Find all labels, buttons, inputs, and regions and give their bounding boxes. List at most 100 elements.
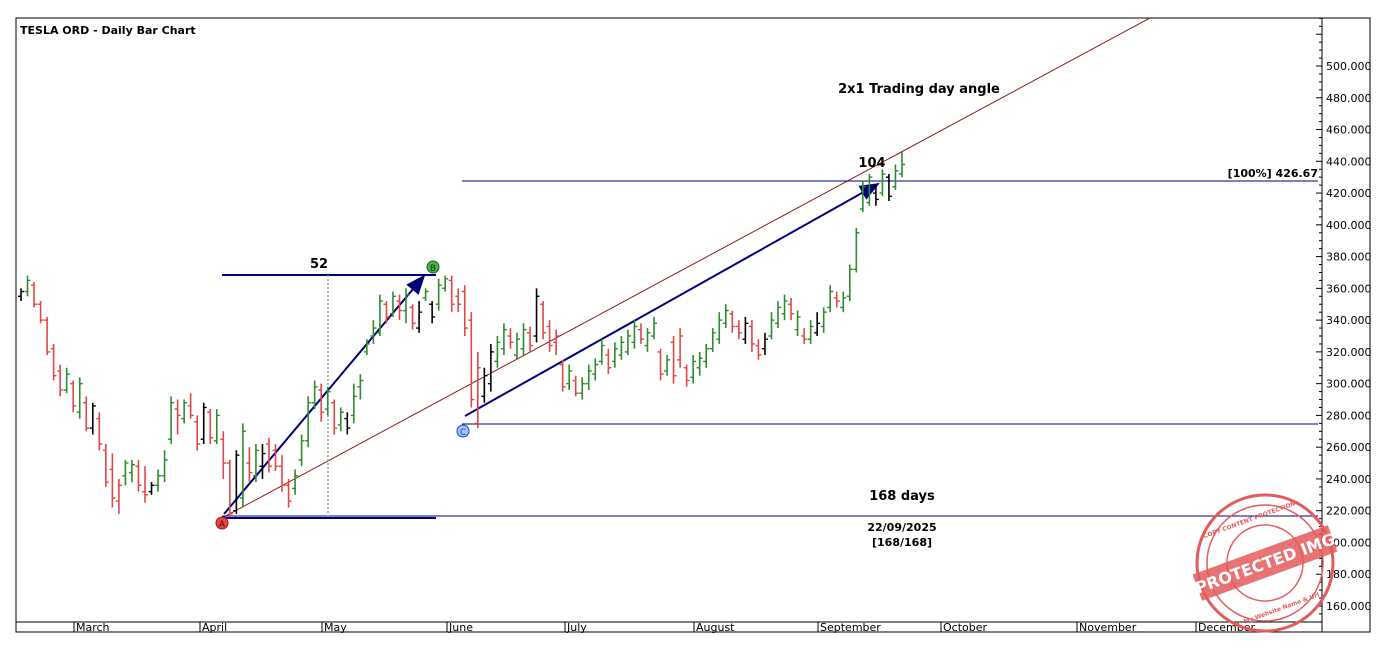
ohlc-bar: [677, 328, 684, 368]
x-tick-label: March: [76, 621, 110, 634]
ohlc-bar: [57, 364, 64, 397]
point-b-label: B: [430, 264, 436, 274]
ohlc-bar: [213, 409, 220, 444]
ohlc-bar: [357, 374, 364, 400]
ohlc-bar: [292, 469, 299, 495]
ohlc-bar: [63, 367, 70, 394]
x-tick-label: April: [202, 621, 227, 634]
ohlc-bar: [389, 291, 396, 317]
y-tick-label: 280.000: [1326, 409, 1372, 422]
ohlc-bar: [194, 415, 201, 451]
watermark-band: [1192, 525, 1338, 601]
x-tick-label: June: [448, 621, 473, 634]
y-tick-label: 220.000: [1326, 505, 1372, 518]
ohlc-bar: [350, 383, 357, 424]
days-label: 168 days: [869, 489, 935, 504]
ohlc-bar: [585, 364, 592, 390]
ohlc-bar: [226, 459, 233, 518]
ohlc-bar: [853, 228, 860, 273]
ohlc-bar: [651, 316, 658, 340]
ohlc-bar: [637, 323, 644, 344]
ohlc-bar: [631, 320, 638, 349]
ohlc-bar: [259, 444, 266, 479]
ohlc-bar: [220, 431, 227, 479]
ohlc-bar: [311, 380, 318, 410]
y-tick-label: 240.000: [1326, 473, 1372, 486]
ohlc-bar: [546, 320, 553, 352]
arrow-c-to-d: [464, 183, 880, 417]
ohlc-bar: [141, 466, 148, 503]
watermark-text: PROTECTED IMG: [1193, 529, 1338, 597]
ohlc-bar: [128, 459, 135, 483]
ohlc-bar: [696, 351, 703, 376]
ohlc-bar: [422, 288, 429, 302]
ohlc-bar: [331, 399, 338, 435]
ratio-label: [168/168]: [872, 536, 932, 549]
y-tick-label: 160.000: [1326, 600, 1372, 613]
ohlc-bar: [305, 396, 312, 448]
ohlc-bar: [187, 393, 194, 419]
ohlc-bar: [468, 312, 475, 408]
ohlc-bar: [24, 275, 31, 297]
ohlc-bar: [429, 301, 436, 324]
ohlc-bar: [729, 310, 736, 333]
x-axis: March April May June July August September Octo…: [73, 621, 1256, 634]
ohlc-bar: [598, 339, 605, 365]
ohlc-bar: [657, 348, 664, 381]
ohlc-bar: [683, 364, 690, 387]
ohlc-bar: [233, 450, 240, 514]
x-tick-label: November: [1079, 621, 1137, 634]
ohlc-bar: [265, 437, 272, 473]
angle-line: [221, 17, 1151, 519]
ohlc-bar: [644, 328, 651, 352]
ohlc-bar: [318, 383, 325, 422]
ohlc-bar: [89, 402, 96, 435]
ohlc-bar: [872, 185, 879, 206]
ohlc-bar: [148, 482, 155, 495]
ohlc-bar: [135, 459, 142, 492]
ohlc-bar: [70, 380, 77, 413]
y-tick-label: 180.000: [1326, 568, 1372, 581]
ohlc-bar: [820, 307, 827, 333]
ohlc-bar: [285, 478, 292, 508]
ohlc-bar: [181, 399, 188, 424]
ohlc-bar: [827, 285, 834, 313]
ohlc-bar: [246, 447, 253, 483]
ohlc-bar: [396, 294, 403, 321]
y-tick-label: 340.000: [1326, 314, 1372, 327]
ohlc-bar: [540, 301, 547, 340]
ohlc-bar: [703, 343, 710, 368]
ohlc-bar: [664, 355, 671, 376]
y-axis: 160.000 180.000 200.000 220.000 240.000 260.0…: [1316, 17, 1372, 623]
ohlc-bar: [83, 396, 90, 432]
ohlc-bar: [670, 336, 677, 384]
ohlc-bar: [200, 402, 207, 444]
ohlc-bar: [768, 312, 775, 340]
ohlc-bar: [624, 329, 631, 356]
ohlc-bar: [899, 151, 905, 178]
ohlc-bar: [513, 332, 520, 360]
y-tick-label: 500.000: [1326, 60, 1372, 73]
ohlc-bar: [846, 264, 853, 302]
level-label-426: [100%] 426.67: [1228, 167, 1318, 180]
ohlc-bar: [879, 169, 886, 197]
ohlc-bar: [709, 328, 716, 352]
x-tick-label: July: [566, 621, 587, 634]
count-cd-label: 104: [858, 156, 885, 171]
point-b-marker: B: [426, 260, 440, 274]
ohlc-bar: [572, 375, 579, 397]
ohlc-bar: [566, 364, 573, 390]
chart-frame: [15, 17, 1371, 633]
ohlc-bar: [755, 339, 762, 360]
ohlc-bar: [344, 412, 351, 435]
y-tick-label: 260.000: [1326, 441, 1372, 454]
price-bars: [18, 151, 905, 518]
y-tick-label: 380.000: [1326, 251, 1372, 264]
angle-label: 2x1 Trading day angle: [838, 82, 1000, 97]
ohlc-bar: [31, 282, 38, 308]
ohlc-bar: [500, 323, 507, 356]
ohlc-bar: [383, 301, 390, 324]
ohlc-bar: [611, 342, 618, 368]
watermark-ring-text: COPY CONTENT PROTECTION: [1202, 500, 1296, 540]
ohlc-bar: [690, 355, 697, 384]
